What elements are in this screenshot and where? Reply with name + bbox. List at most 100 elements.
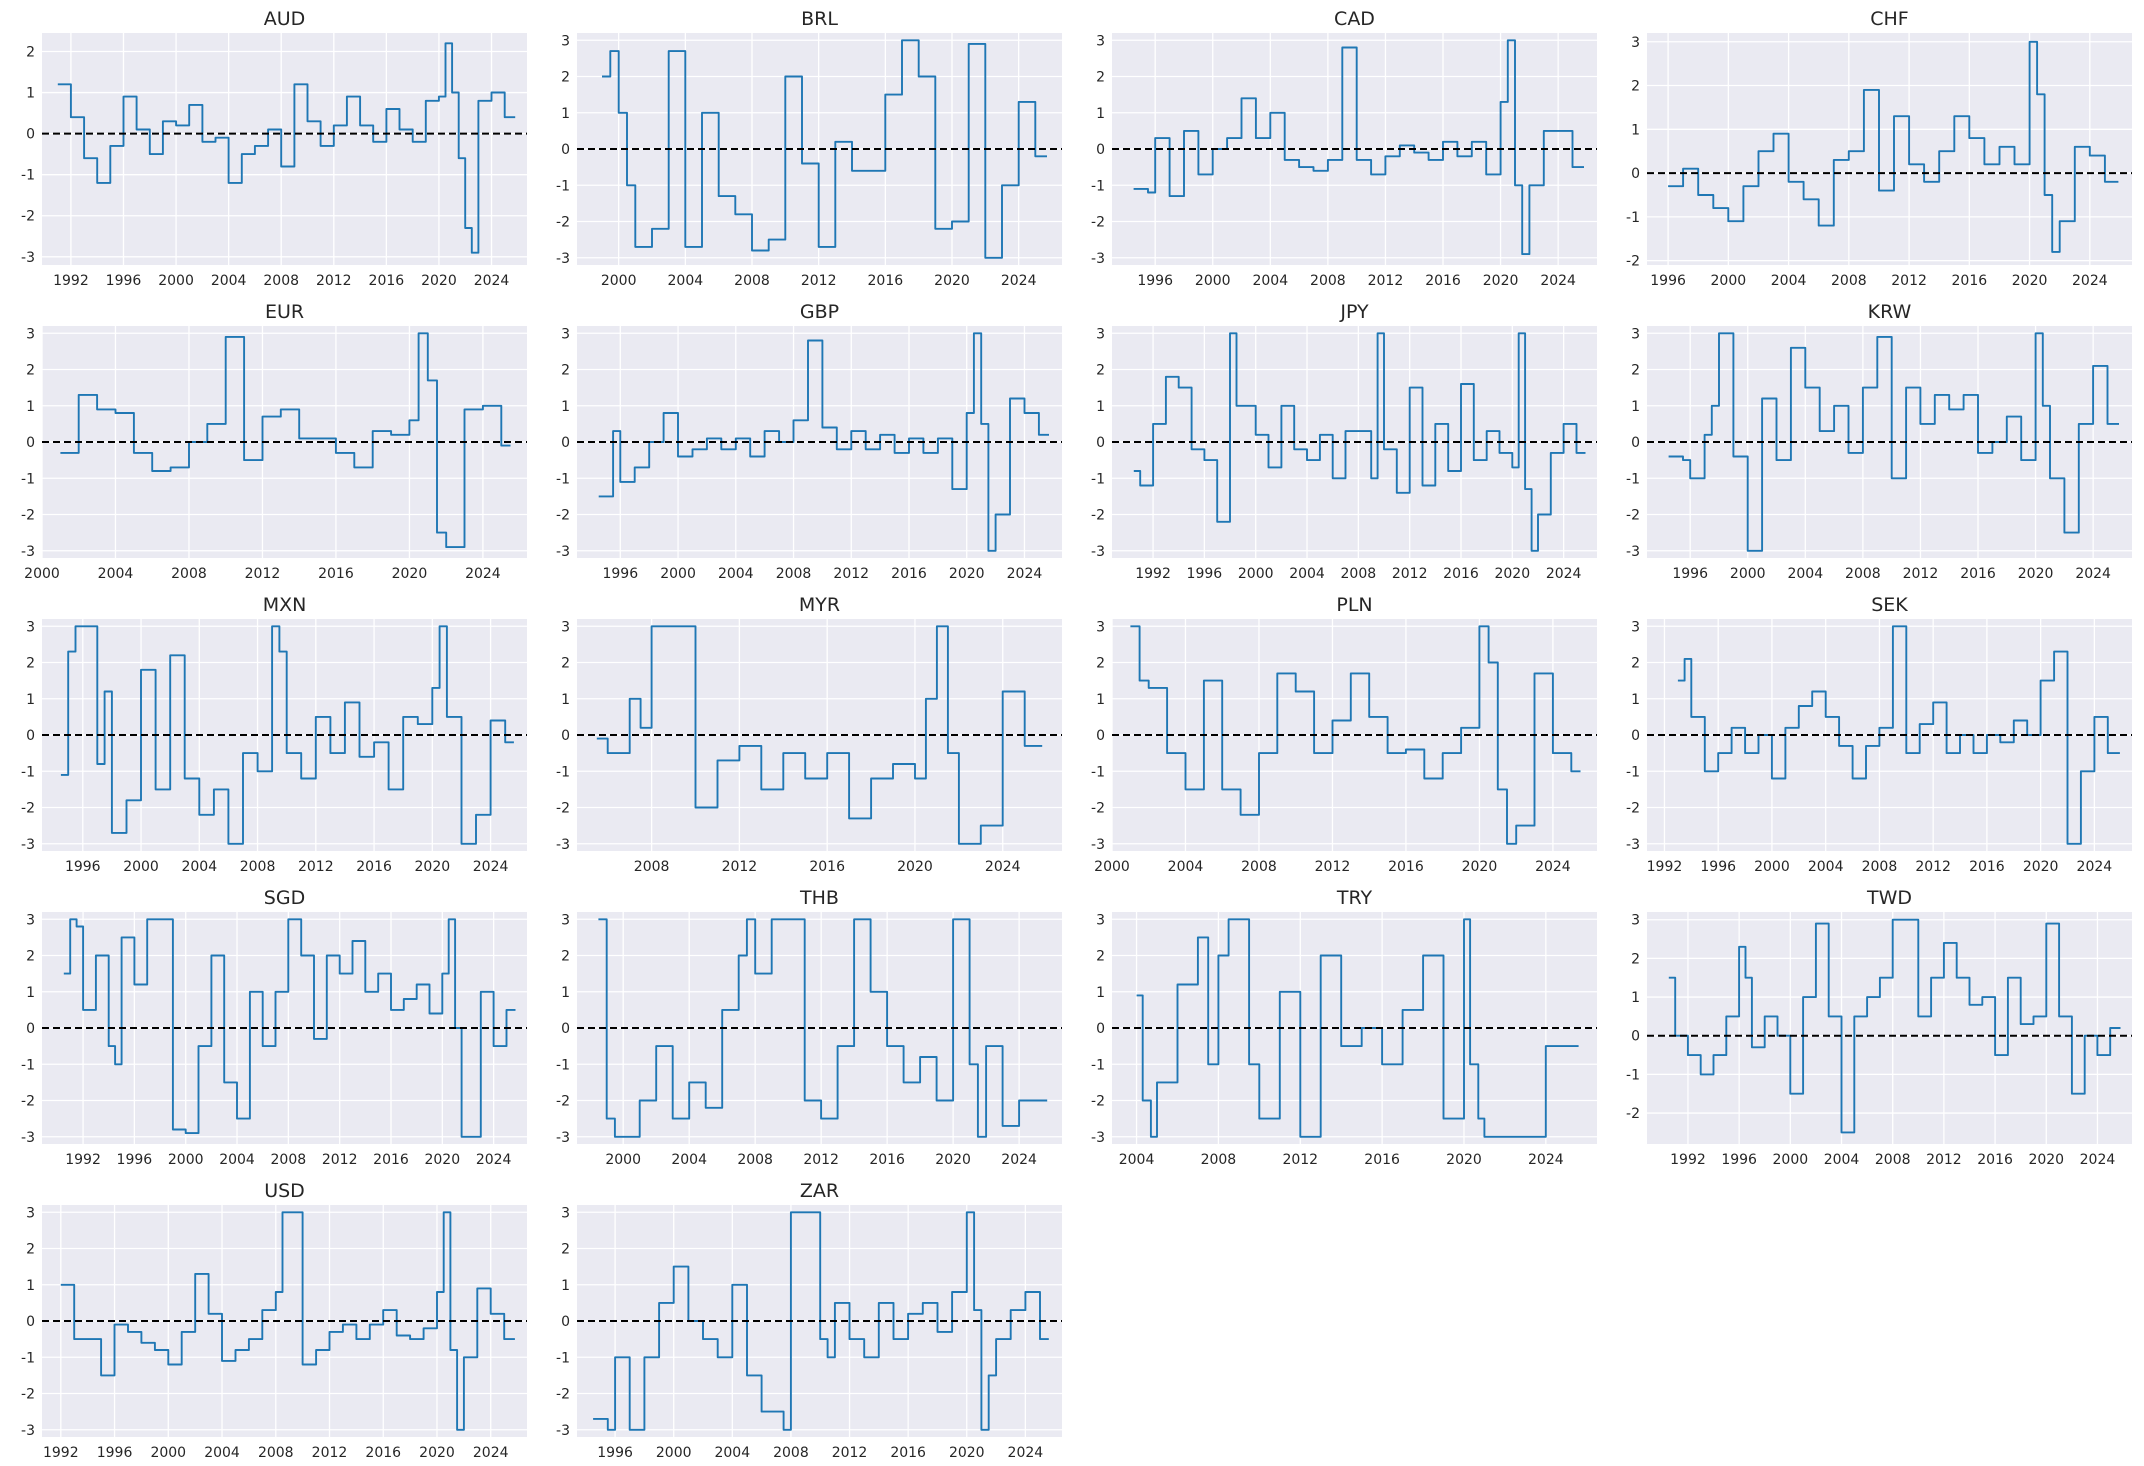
y-tick-label: -2 — [21, 508, 35, 524]
y-tick-label: 3 — [1631, 326, 1640, 342]
y-tick-label: -2 — [21, 1094, 35, 1110]
x-tick-label: 2012 — [832, 1445, 868, 1461]
x-tick-label: 1992 — [43, 1445, 79, 1461]
x-tick-label: 1992 — [53, 273, 89, 289]
panel-title: KRW — [1868, 301, 1912, 323]
y-tick-label: 2 — [26, 1242, 35, 1258]
x-tick-label: 2004 — [1289, 566, 1325, 582]
y-tick-label: 0 — [1631, 166, 1640, 182]
y-tick-label: 2 — [1631, 951, 1640, 967]
x-tick-label: 2012 — [803, 1152, 839, 1168]
y-tick-label: -2 — [556, 508, 570, 524]
x-tick-label: 2020 — [2023, 859, 2059, 875]
y-tick-label: 3 — [561, 619, 570, 635]
x-tick-label: 2008 — [240, 859, 276, 875]
x-tick-label: 1996 — [1137, 273, 1173, 289]
panel-title: MYR — [799, 594, 840, 616]
y-tick-label: -2 — [21, 209, 35, 225]
y-tick-label: -2 — [1091, 508, 1105, 524]
x-tick-label: 2000 — [605, 1152, 641, 1168]
x-tick-label: 2004 — [718, 566, 754, 582]
x-tick-label: 2024 — [1001, 1152, 1037, 1168]
x-tick-label: 2012 — [1392, 566, 1428, 582]
x-tick-label: 2012 — [1903, 566, 1939, 582]
x-tick-label: 2024 — [465, 566, 501, 582]
panel-title: SGD — [264, 887, 305, 909]
x-tick-label: 2008 — [171, 566, 207, 582]
x-tick-label: 2020 — [2012, 273, 2048, 289]
x-tick-label: 2004 — [1787, 566, 1823, 582]
x-tick-label: 2000 — [656, 1445, 692, 1461]
y-tick-label: 3 — [1096, 619, 1105, 635]
y-tick-label: 3 — [26, 619, 35, 635]
x-tick-label: 2016 — [1977, 1152, 2013, 1168]
x-tick-label: 2008 — [1862, 859, 1898, 875]
x-tick-label: 2020 — [392, 566, 428, 582]
y-tick-label: 0 — [1631, 728, 1640, 744]
x-tick-label: 2016 — [1388, 859, 1424, 875]
panel-title: USD — [264, 1180, 305, 1202]
y-tick-label: -2 — [1091, 801, 1105, 817]
y-tick-label: -3 — [1091, 544, 1105, 560]
y-tick-label: 1 — [561, 692, 570, 708]
panel-title: GBP — [800, 301, 839, 323]
x-tick-label: 2004 — [98, 566, 134, 582]
panel-title: SEK — [1871, 594, 1908, 616]
y-tick-label: 0 — [26, 728, 35, 744]
x-tick-label: 2020 — [2028, 1152, 2064, 1168]
x-tick-label: 2012 — [312, 1445, 348, 1461]
panel-zar: -3 -2 -1 0 1 2 3 1996 2000 2004 2008 2012 2016 2020 20… — [556, 1180, 1062, 1461]
y-tick-label: -3 — [1626, 837, 1640, 853]
y-tick-label: 0 — [561, 435, 570, 451]
x-tick-label: 2016 — [869, 1152, 905, 1168]
x-tick-label: 2000 — [1773, 1152, 1809, 1168]
x-tick-label: 2024 — [473, 1445, 509, 1461]
panel-chf: -2 -1 0 1 2 3 1996 2000 2004 2008 2012 2016 2020 2024… — [1626, 8, 2132, 289]
x-tick-label: 2024 — [476, 1152, 512, 1168]
y-tick-label: 0 — [1096, 728, 1105, 744]
y-tick-label: 3 — [26, 1205, 35, 1221]
y-tick-label: 1 — [1631, 692, 1640, 708]
x-tick-label: 2016 — [318, 566, 354, 582]
y-tick-label: 2 — [1096, 363, 1105, 379]
y-tick-label: -2 — [1626, 254, 1640, 270]
x-tick-label: 2016 — [809, 859, 845, 875]
x-tick-label: 2004 — [671, 1152, 707, 1168]
y-tick-label: 2 — [1631, 656, 1640, 672]
x-tick-label: 2008 — [1875, 1152, 1911, 1168]
x-tick-label: 2016 — [1425, 273, 1461, 289]
x-tick-label: 2000 — [1238, 566, 1274, 582]
y-tick-label: 0 — [561, 1021, 570, 1037]
y-tick-label: 0 — [26, 1021, 35, 1037]
y-tick-label: 0 — [1096, 1021, 1105, 1037]
panel-cad: -3 -2 -1 0 1 2 3 1996 2000 2004 2008 2012 2016 2020 20… — [1091, 8, 1597, 289]
y-tick-label: 2 — [561, 363, 570, 379]
x-tick-label: 2016 — [1960, 566, 1996, 582]
y-tick-label: 2 — [26, 949, 35, 965]
y-tick-label: -1 — [1091, 764, 1105, 780]
y-tick-label: 1 — [1631, 990, 1640, 1006]
y-tick-label: -2 — [1091, 1094, 1105, 1110]
x-tick-label: 2020 — [419, 1445, 455, 1461]
x-tick-label: 2024 — [473, 859, 509, 875]
x-tick-label: 2012 — [298, 859, 334, 875]
panel-pln: -3 -2 -1 0 1 2 3 2000 2004 2008 2012 2016 2020 2024 PL… — [1091, 594, 1597, 875]
series-line — [1133, 332, 1586, 552]
y-tick-label: -3 — [1091, 251, 1105, 267]
series-line — [1668, 40, 2119, 253]
y-tick-label: 2 — [561, 656, 570, 672]
y-tick-label: -2 — [1626, 801, 1640, 817]
y-tick-label: 0 — [26, 435, 35, 451]
panel-title: BRL — [801, 8, 838, 30]
panel-sgd: -3 -2 -1 0 1 2 3 1992 1996 2000 2004 2008 2012 2016 20… — [21, 887, 527, 1168]
panel-title: AUD — [264, 8, 306, 30]
y-tick-label: 2 — [1631, 79, 1640, 95]
x-tick-label: 2008 — [271, 1152, 307, 1168]
panel-mxn: -3 -2 -1 0 1 2 3 1996 2000 2004 2008 2012 2016 2020 20… — [21, 594, 527, 875]
y-tick-label: 3 — [1096, 33, 1105, 49]
x-tick-label: 2024 — [1001, 273, 1037, 289]
x-tick-label: 2000 — [24, 566, 60, 582]
series-line — [60, 332, 511, 549]
panel-title: MXN — [263, 594, 307, 616]
x-tick-label: 2008 — [734, 273, 770, 289]
